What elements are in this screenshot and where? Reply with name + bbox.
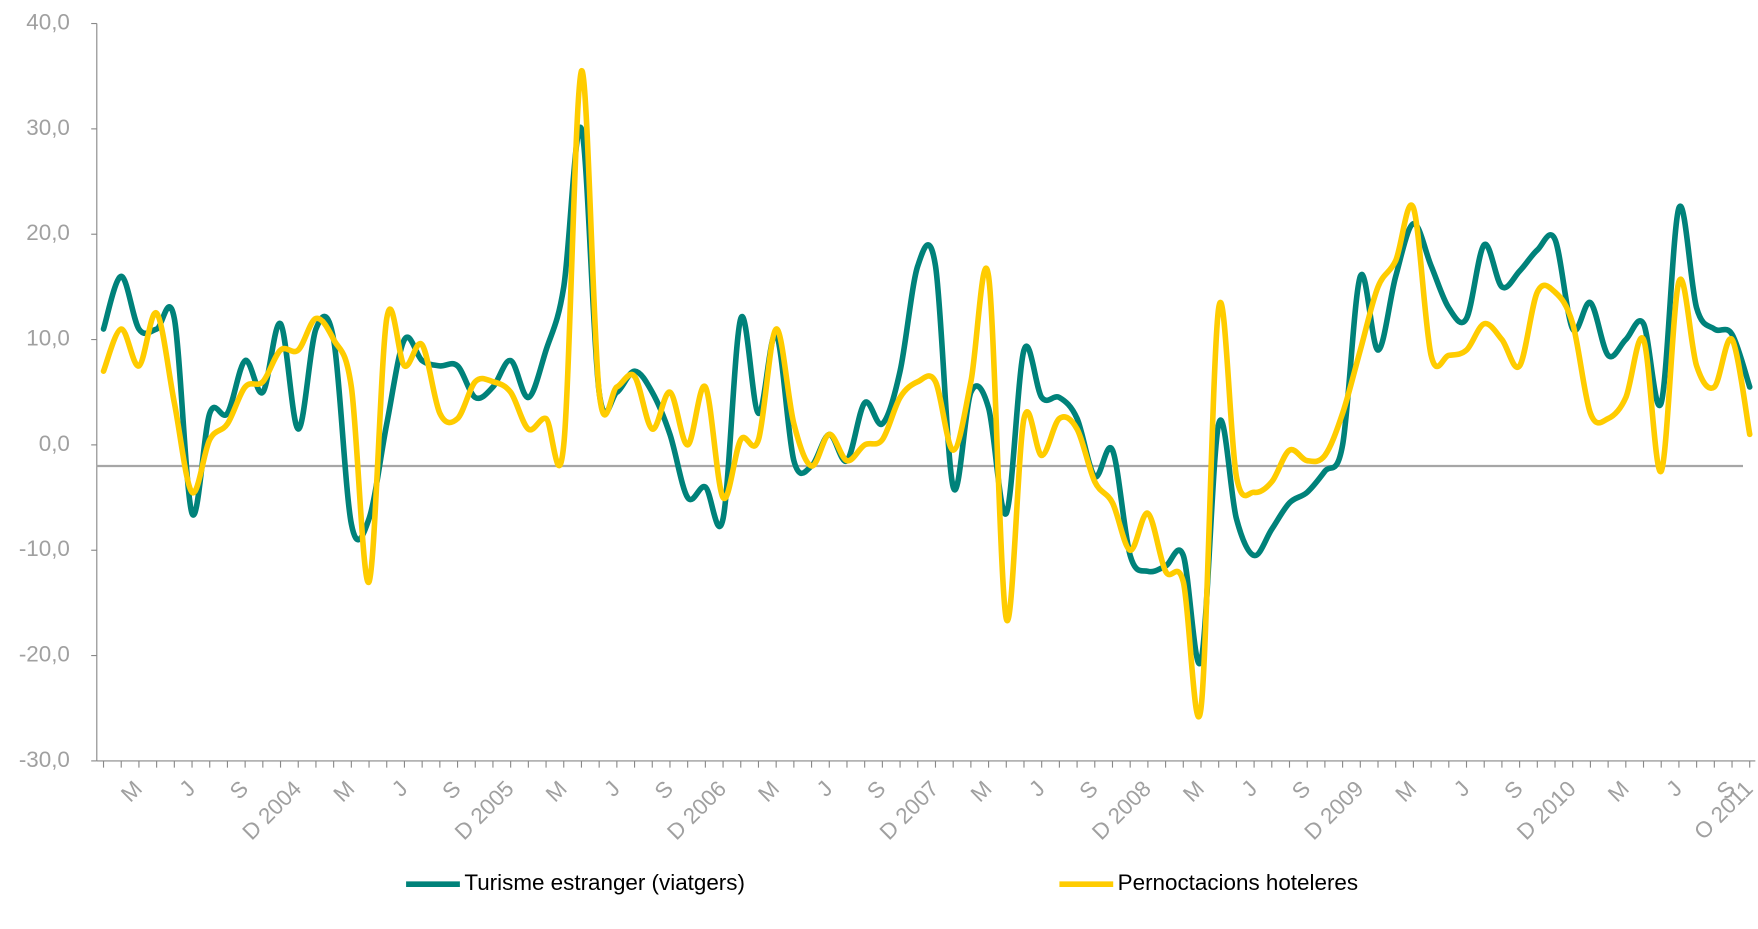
legend-label: Turisme estranger (viatgers) <box>464 870 745 895</box>
x-tick-label: D 2007 <box>875 776 944 845</box>
x-tick-label: M <box>1391 776 1422 807</box>
x-tick-label: S <box>862 776 890 804</box>
y-tick-label: 40,0 <box>26 9 70 34</box>
x-tick-label: D 2008 <box>1087 776 1156 845</box>
x-tick-label: M <box>1603 776 1634 807</box>
y-tick-label: 10,0 <box>26 325 70 350</box>
x-tick-label: J <box>174 776 200 802</box>
x-tick-label: D 2004 <box>237 776 306 845</box>
x-tick-label: M <box>753 776 784 807</box>
x-tick-label: D 2006 <box>662 776 731 845</box>
x-tick-label: S <box>437 776 465 804</box>
y-tick-label: -20,0 <box>19 641 70 666</box>
y-tick-label: -10,0 <box>19 536 70 561</box>
y-tick-label: -30,0 <box>19 747 70 772</box>
x-tick-label: J <box>599 776 625 802</box>
series-line <box>100 68 1753 720</box>
x-tick-label: M <box>541 776 572 807</box>
x-tick-label: D 2005 <box>450 776 519 845</box>
x-tick-label: J <box>1449 776 1475 802</box>
x-tick-label: J <box>387 776 413 802</box>
x-tick-label: M <box>1178 776 1209 807</box>
x-tick-label: S <box>650 776 678 804</box>
x-tick-label: D 2009 <box>1300 776 1369 845</box>
x-tick-label: J <box>1237 776 1263 802</box>
y-tick-label: 0,0 <box>39 431 70 456</box>
x-tick-label: M <box>328 776 359 807</box>
x-tick-label: J <box>812 776 838 802</box>
x-tick-label: J <box>1024 776 1050 802</box>
x-tick-label: S <box>1499 776 1527 804</box>
y-tick-label: 30,0 <box>26 115 70 140</box>
x-tick-label: M <box>116 776 147 807</box>
series-line <box>100 124 1753 667</box>
x-tick-label: S <box>225 776 253 804</box>
y-tick-label: 20,0 <box>26 220 70 245</box>
x-tick-label: J <box>1661 776 1687 802</box>
x-tick-label: S <box>1075 776 1103 804</box>
x-tick-label: D 2010 <box>1512 776 1581 845</box>
x-tick-label: M <box>966 776 997 807</box>
x-tick-label: S <box>1287 776 1315 804</box>
legend-label: Pernoctacions hoteleres <box>1118 870 1358 895</box>
